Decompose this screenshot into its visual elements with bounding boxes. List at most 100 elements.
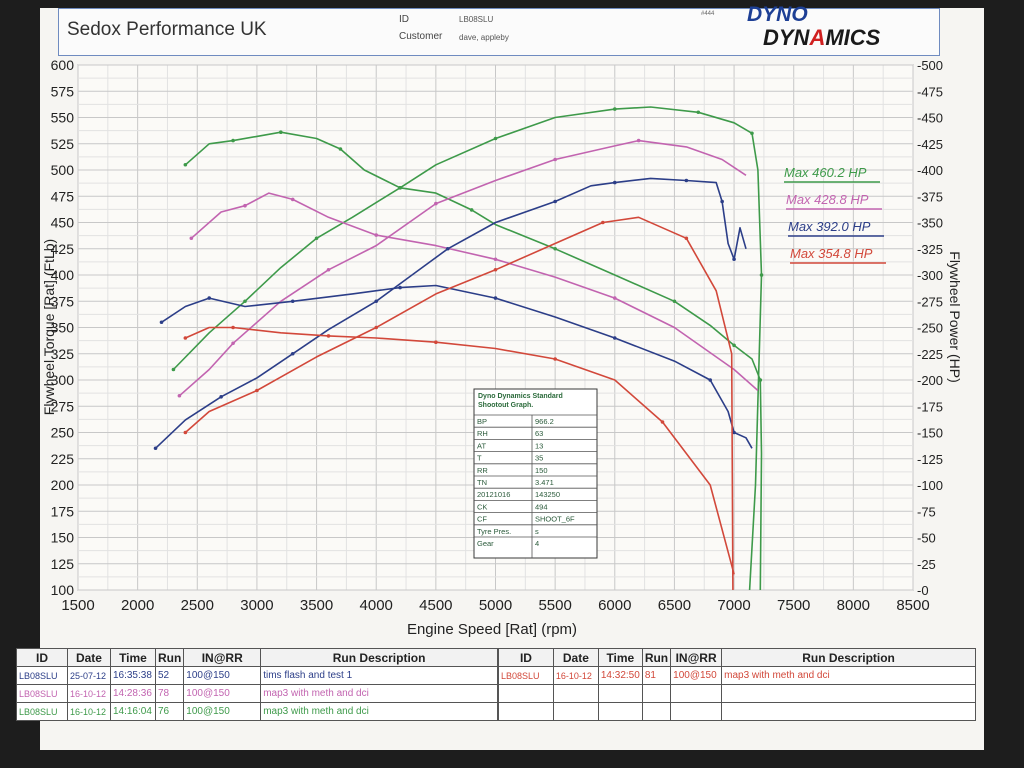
series-line-torque: [190, 192, 759, 392]
y-tick-label-right: -400: [917, 163, 943, 178]
y-tick-label-right: -175: [917, 399, 943, 414]
series-point: [255, 388, 259, 393]
y-tick-label-right: -475: [917, 84, 943, 99]
series-point: [434, 201, 438, 206]
legend: Max 460.2 HP Max 428.8 HP Max 392.0 HP Max …: [784, 165, 886, 264]
table-cell: [670, 684, 723, 703]
runs-header-row: ID Date Time Run IN@RR Run Description: [498, 648, 976, 667]
y-tick-label-right: -425: [917, 137, 943, 152]
info-box-value: s: [535, 527, 539, 536]
info-box-value: 63: [535, 429, 543, 438]
series-point: [183, 430, 188, 435]
x-tick-label: 7500: [777, 597, 810, 614]
table-cell: [597, 702, 643, 721]
series-point: [290, 299, 295, 304]
legend-entry: Max 460.2 HP: [784, 165, 867, 180]
series-line-power: [172, 106, 763, 591]
series-point: [708, 378, 713, 382]
column-header: Run Description: [260, 648, 498, 667]
y-tick-label-left: 250: [51, 425, 75, 441]
y-tick-label-left: 450: [51, 215, 75, 231]
info-box-value: 4: [535, 539, 539, 548]
column-header: Run: [154, 648, 185, 667]
table-cell: LB08SLU: [16, 684, 68, 703]
logo-part-1: DYN: [763, 25, 810, 50]
info-box-key: Gear: [477, 539, 494, 548]
table-row: LB08SLU 25-07-12 16:35:38 52 100@150 tims fla…: [16, 666, 498, 685]
series-point: [612, 180, 617, 185]
y-tick-label-left: 575: [51, 83, 75, 99]
x-tick-label: 4500: [419, 597, 452, 614]
y-tick-label-left: 550: [51, 110, 75, 126]
column-header: Run: [641, 648, 672, 667]
x-tick-label: 2500: [181, 597, 214, 614]
table-cell: 100@150: [183, 666, 262, 685]
table-row: [498, 684, 976, 703]
y-tick-label-left: 200: [51, 477, 75, 493]
id-value: LB08SLU: [459, 15, 494, 24]
table-cell: [498, 702, 554, 721]
series-point: [445, 246, 450, 251]
y-tick-label-right: -0: [917, 583, 929, 598]
y-tick-label-right: -500: [917, 58, 943, 73]
y-tick-label-right: -300: [917, 268, 943, 283]
table-cell: 14:28:36: [109, 684, 156, 703]
info-box-key: RR: [477, 466, 488, 475]
series-point: [374, 233, 379, 237]
series-point: [398, 186, 402, 190]
series-point: [183, 336, 188, 340]
table-cell: [597, 684, 643, 703]
table-row: LB08SLU 16-10-12 14:32:50 81 100@150 map3 wit…: [498, 666, 976, 685]
x-tick-label: 1500: [61, 597, 94, 614]
info-box-title-2: Shootout Graph.: [478, 402, 533, 409]
table-cell: 100@150: [183, 702, 262, 721]
runs-header-row: ID Date Time Run IN@RR Run Description: [16, 648, 498, 667]
y-tick-label-right: -250: [917, 321, 943, 336]
logo-top-text: DYNO: [747, 3, 808, 26]
column-header: Date: [552, 648, 599, 667]
info-box-value: 35: [535, 454, 543, 463]
series-point: [231, 138, 235, 143]
column-header: Time: [597, 648, 643, 667]
table-cell: 16-10-12: [552, 666, 599, 685]
info-box-key: Tyre Pres.: [477, 527, 511, 536]
y-tick-label-left: 150: [51, 530, 75, 546]
series-point: [612, 107, 617, 111]
info-box-title-1: Dyno Dynamics Standard: [478, 393, 563, 400]
table-cell: [721, 702, 976, 721]
series-point: [672, 299, 677, 304]
column-header: IN@RR: [183, 648, 262, 667]
table-cell: 100@150: [670, 666, 723, 685]
series-point: [219, 395, 223, 399]
series-point: [684, 178, 689, 183]
y-tick-label-right: -325: [917, 242, 943, 257]
series-point: [553, 157, 557, 162]
info-box-key: AT: [477, 441, 486, 450]
series-point: [660, 420, 665, 424]
series-point: [177, 393, 182, 398]
series-point: [493, 257, 498, 262]
table-cell: 76: [154, 702, 185, 721]
series-point: [758, 378, 763, 382]
table-cell: LB08SLU: [16, 666, 68, 685]
table-cell: 81: [641, 666, 672, 685]
info-box-value: 13: [535, 441, 543, 450]
series-point: [493, 136, 498, 141]
table-cell: 78: [154, 684, 185, 703]
series-point: [189, 236, 194, 241]
y-tick-label-left: 100: [51, 582, 75, 598]
info-box-key: T: [477, 454, 482, 463]
series-point: [469, 208, 474, 212]
series-group: [153, 106, 764, 591]
y-tick-label-left: 425: [51, 241, 75, 257]
y-tick-label-left: 475: [51, 188, 75, 204]
series-point: [553, 199, 557, 204]
series-point: [732, 343, 736, 348]
series-point: [207, 296, 212, 300]
series-point: [750, 131, 754, 136]
table-cell: tims flash and test 1: [260, 666, 498, 685]
x-axis-label: Engine Speed [Rat] (rpm): [407, 621, 577, 638]
info-box-value: SHOOT_6F: [535, 515, 575, 524]
table-cell: 52: [154, 666, 185, 685]
x-tick-label: 3500: [300, 597, 333, 614]
